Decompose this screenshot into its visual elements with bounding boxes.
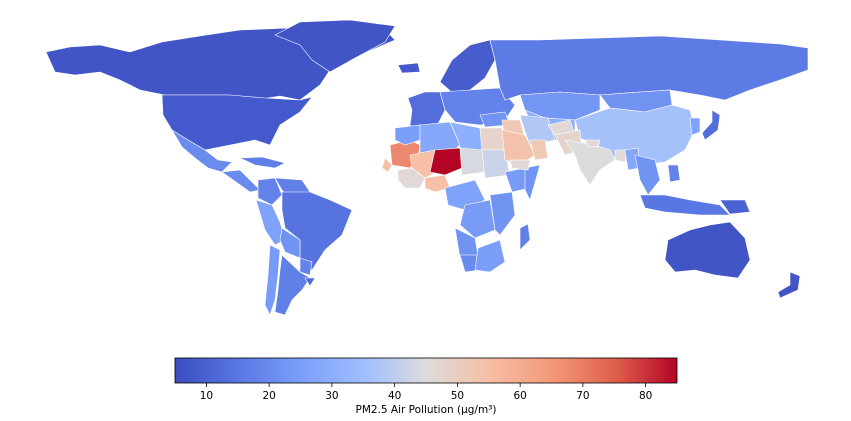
region-india [564,139,616,186]
region-bangladesh [614,149,629,163]
region-colombia [257,177,283,206]
region-australia [664,221,751,279]
region-dr-congo [459,199,496,239]
region-east-africa [489,191,516,236]
region-russia [489,35,809,101]
region-southeast-asia [634,154,661,196]
region-yemen [509,159,531,171]
region-argentina [274,254,311,316]
colorbar-tick-label: 80 [639,390,652,402]
region-new-zealand [777,271,801,299]
region-southern-africa [474,239,506,273]
colorbar-tick-label: 60 [513,390,526,402]
colorbar-ticks: 10 20 30 40 50 60 70 80 [200,383,652,402]
region-mexico [171,129,233,173]
colorbar-tick-label: 20 [262,390,275,402]
region-niger [429,147,463,176]
region-brazil [281,191,353,271]
colorbar-label: PM2.5 Air Pollution (μg/m³) [355,404,496,416]
region-japan [701,109,721,141]
region-philippines [667,164,681,183]
colorbar-tick-label: 30 [325,390,338,402]
region-morocco [394,124,421,146]
region-paraguay [299,257,313,276]
colorbar-tick-label: 10 [200,390,213,402]
colorbar-tick-label: 70 [576,390,589,402]
region-korea [689,117,701,136]
region-greenland [274,19,396,73]
region-caribbean [239,156,286,169]
region-west-africa-coast [397,167,426,189]
region-nepal [584,139,601,148]
region-nigeria [424,174,451,193]
colorbar-gradient [174,357,678,384]
colorbar-tick-label: 50 [451,390,464,402]
region-madagascar [519,223,531,251]
region-bolivia [279,227,301,259]
region-somalia [524,164,541,201]
colorbar-tick-label: 40 [388,390,401,402]
region-iceland [397,62,421,74]
region-indonesia [639,194,731,216]
region-papua-new-guinea [719,199,751,215]
region-western-sahara [381,157,393,173]
region-arabian-gulf [529,139,549,161]
region-chile [264,244,281,316]
region-uruguay [304,277,316,287]
